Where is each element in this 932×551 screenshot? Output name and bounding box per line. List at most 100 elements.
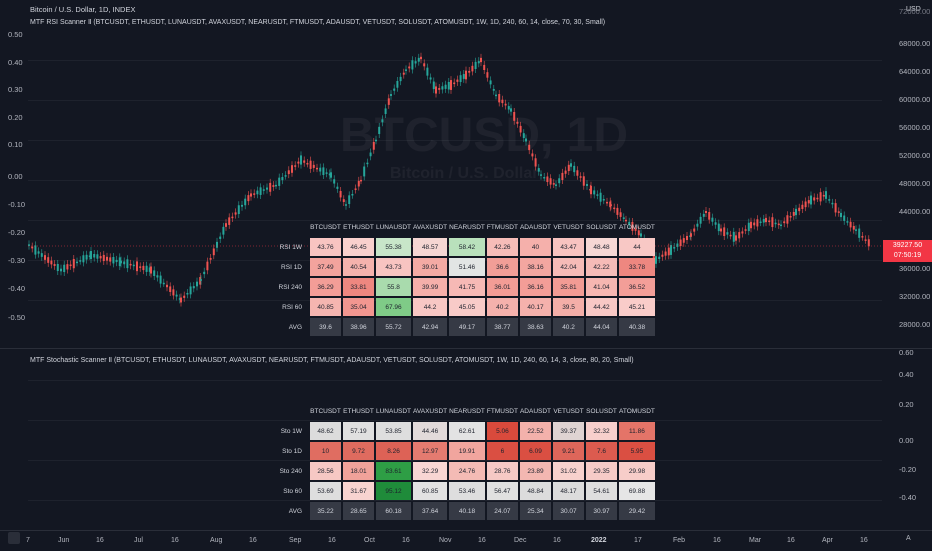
row-label: Sto 1D <box>282 447 302 455</box>
axis-tick: 48000.00 <box>899 179 931 188</box>
row-label: Sto 60 <box>283 487 302 495</box>
table-cell: 36.29 <box>310 278 341 296</box>
row-label: RSI 1D <box>281 263 302 271</box>
column-header: SOLUSDT <box>586 223 617 231</box>
axis-tick: 68000.00 <box>899 39 931 48</box>
table-cell: 46.45 <box>343 238 374 256</box>
row-label: RSI 1W <box>279 243 302 251</box>
time-tick: Nov <box>439 537 452 544</box>
table-cell: 33.81 <box>343 278 374 296</box>
column-header: BTCUSDT <box>310 407 341 415</box>
table-cell: 24.76 <box>449 462 485 480</box>
avg-cell: 30.07 <box>553 502 585 520</box>
symbol-watermark-sub: Bitcoin / U.S. Dollar <box>390 165 539 182</box>
column-header: NEARUSDT <box>449 223 485 231</box>
time-tick: Oct <box>364 537 375 544</box>
table-cell: 8.26 <box>376 442 412 460</box>
table-cell: 35.04 <box>343 298 374 316</box>
avg-cell: 29.42 <box>619 502 655 520</box>
table-cell: 56.47 <box>486 482 518 500</box>
column-header: ADAUSDT <box>519 223 552 231</box>
time-tick: Mar <box>749 537 762 544</box>
time-axis[interactable] <box>0 530 932 551</box>
axis-tick: 36000.00 <box>899 264 931 273</box>
axis-tick: 52000.00 <box>899 151 931 160</box>
currency-label[interactable]: USD <box>906 6 921 13</box>
avg-cell: 40.18 <box>449 502 485 520</box>
table-cell: 53.46 <box>449 482 485 500</box>
avg-row: AVG 39.6 38.96 55.72 42.94 49.17 38.77 38.63 40.… <box>274 318 655 336</box>
table-cell: 5.95 <box>619 442 655 460</box>
column-header: VETUSDT <box>553 223 584 231</box>
rsi-scanner-table: BTCUSDT ETHUSDT LUNAUSDT AVAXUSDT NEARUSDT FT… <box>272 216 657 338</box>
table-cell: 40.85 <box>310 298 341 316</box>
time-tick: Jun <box>58 537 70 544</box>
table-cell: 42.04 <box>553 258 585 276</box>
column-header: LUNAUSDT <box>376 407 412 415</box>
axis-tick: -0.10 <box>8 200 26 209</box>
column-header: AVAXUSDT <box>413 407 448 415</box>
sto-indicator-title[interactable]: MTF Stochastic Scanner Ⅱ (BTCUSDT, ETHUS… <box>30 357 634 364</box>
table-cell: 39.37 <box>553 422 585 440</box>
axis-tick: 72000.00 <box>899 7 931 16</box>
table-cell: 62.61 <box>449 422 485 440</box>
timezone-icon[interactable] <box>8 532 20 544</box>
last-price: 39227.50 <box>892 242 923 249</box>
column-header: FTMUSDT <box>486 407 518 415</box>
auto-scale-button[interactable]: A <box>906 535 911 542</box>
table-cell: 44.46 <box>413 422 448 440</box>
axis-tick: -0.20 <box>8 228 26 237</box>
avg-cell: 40.38 <box>619 318 655 336</box>
bar-close-timer: 07:50:19 <box>893 252 922 259</box>
table-row: Sto 60 53.69 31.67 95.12 60.85 53.46 56.47 48.8… <box>274 482 655 500</box>
avg-cell: 24.07 <box>486 502 518 520</box>
time-tick: 16 <box>713 537 721 544</box>
avg-cell: 38.63 <box>519 318 552 336</box>
table-cell: 41.04 <box>586 278 618 296</box>
row-label: RSI 240 <box>278 283 303 291</box>
table-cell: 29.98 <box>619 462 655 480</box>
table-cell: 39.99 <box>413 278 448 296</box>
symbol-title[interactable]: Bitcoin / U.S. Dollar, 1D, INDEX <box>30 5 136 14</box>
table-cell: 36.6 <box>486 258 518 276</box>
table-cell: 40 <box>519 238 552 256</box>
last-price-badge[interactable]: 39227.50 07:50:19 <box>883 240 932 262</box>
time-tick: 7 <box>26 537 30 544</box>
row-label: AVG <box>288 507 302 515</box>
table-cell: 55.8 <box>376 278 412 296</box>
time-tick: 17 <box>634 537 642 544</box>
axis-tick: -0.20 <box>899 465 917 474</box>
pane-divider[interactable] <box>0 348 932 349</box>
row-label: RSI 60 <box>282 303 302 311</box>
table-cell: 6 <box>486 442 518 460</box>
table-cell: 44.2 <box>413 298 448 316</box>
avg-cell: 38.96 <box>343 318 374 336</box>
table-cell: 53.69 <box>310 482 341 500</box>
column-header: LUNAUSDT <box>376 223 412 231</box>
table-row: RSI 240 36.29 33.81 55.8 39.99 41.75 36.01 36.1… <box>274 278 655 296</box>
avg-row: AVG 35.22 28.65 60.18 37.64 40.18 24.07 25.34 30… <box>274 502 655 520</box>
rsi-indicator-title[interactable]: MTF RSI Scanner Ⅱ (BTCUSDT, ETHUSDT, LUN… <box>30 19 606 26</box>
table-cell: 67.96 <box>376 298 412 316</box>
table-cell: 48.84 <box>519 482 552 500</box>
table-cell: 28.76 <box>486 462 518 480</box>
time-tick: 16 <box>860 537 868 544</box>
table-cell: 18.01 <box>343 462 374 480</box>
table-cell: 43.47 <box>553 238 585 256</box>
table-cell: 48.17 <box>553 482 585 500</box>
table-cell: 36.52 <box>619 278 655 296</box>
table-cell: 48.62 <box>310 422 341 440</box>
table-cell: 37.49 <box>310 258 341 276</box>
axis-tick: 0.40 <box>8 58 23 67</box>
symbol-watermark: BTCUSD, 1D <box>340 109 629 162</box>
table-cell: 39.5 <box>553 298 585 316</box>
axis-tick: -0.40 <box>899 493 917 502</box>
table-cell: 6.09 <box>519 442 552 460</box>
table-row: Sto 240 28.56 18.01 83.61 32.29 24.76 28.76 23.… <box>274 462 655 480</box>
table-cell: 9.72 <box>343 442 374 460</box>
table-row: RSI 1W 43.76 46.45 55.38 48.57 58.42 42.26 40 43… <box>274 238 655 256</box>
table-cell: 28.56 <box>310 462 341 480</box>
time-tick: 16 <box>478 537 486 544</box>
axis-tick: -0.50 <box>8 313 26 322</box>
time-tick: 16 <box>787 537 795 544</box>
